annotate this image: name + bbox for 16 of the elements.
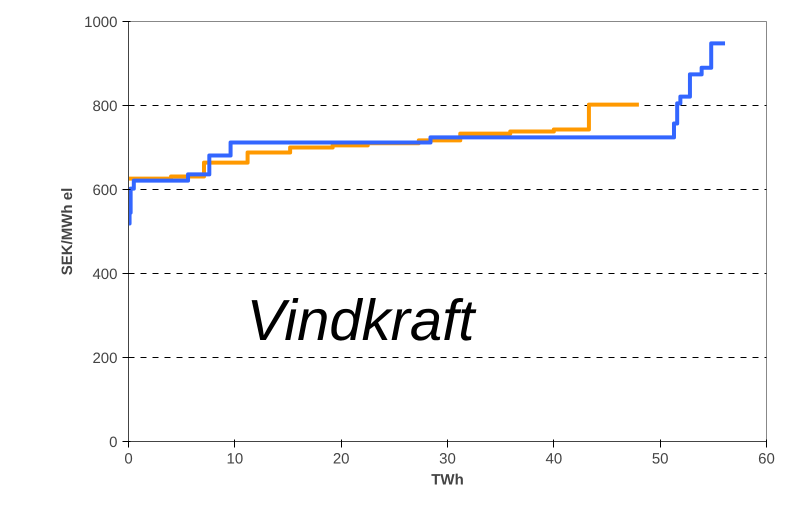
x-tick-label: 0 [124,450,133,468]
y-tick-label: 0 [109,434,118,451]
y-tick-label: 200 [92,350,118,367]
y-tick-label: 800 [92,98,118,115]
x-tick-label: 60 [758,450,775,468]
y-tick-label: 1000 [84,14,118,31]
x-tick-label: 50 [652,450,669,468]
y-axis-title: SEK/MWh el [59,188,76,276]
x-axis-title: TWh [431,472,464,488]
annotation: Vindkraft [246,288,478,353]
y-tick-label: 400 [92,266,118,283]
y-tick-label: 600 [92,182,118,199]
x-tick-label: 30 [439,450,456,468]
x-tick-label: 40 [545,450,562,468]
x-tick-label: 10 [226,450,244,468]
x-tick-label: 20 [332,450,350,468]
